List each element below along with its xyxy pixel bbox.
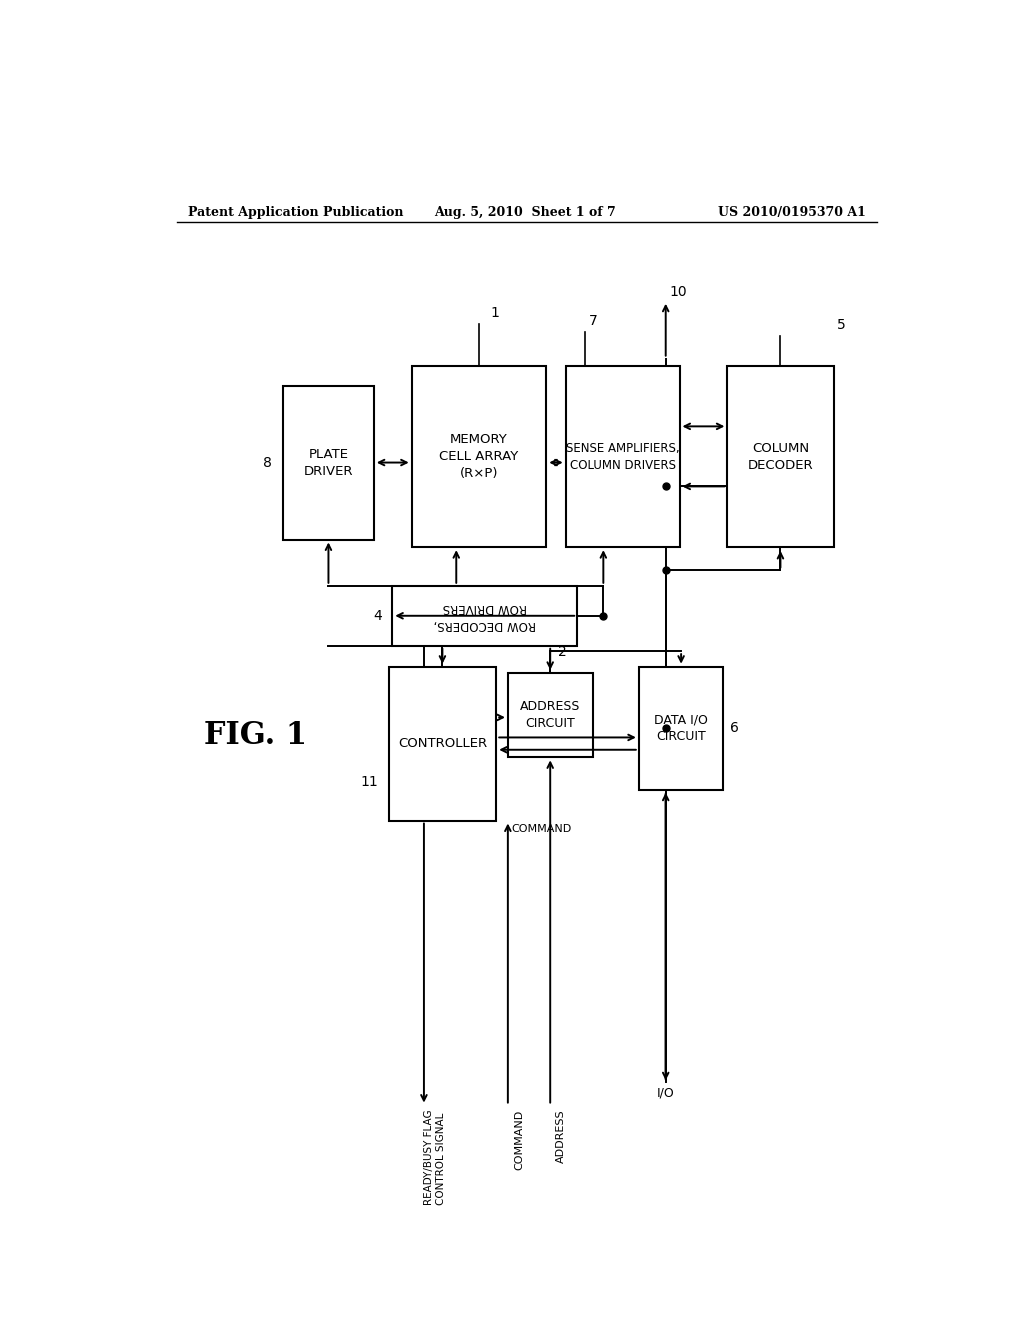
Text: COMMAND: COMMAND (514, 1109, 524, 1170)
Text: 2: 2 (558, 645, 566, 659)
Text: 7: 7 (589, 314, 597, 327)
Bar (639, 667, 724, 789)
Text: 10: 10 (670, 285, 687, 298)
Text: Aug. 5, 2010  Sheet 1 of 7: Aug. 5, 2010 Sheet 1 of 7 (434, 206, 615, 219)
Text: PLATE
DRIVER: PLATE DRIVER (304, 447, 353, 478)
Bar (565, 366, 680, 548)
Text: DATA I/O
CIRCUIT: DATA I/O CIRCUIT (654, 713, 708, 743)
Text: 4: 4 (373, 609, 382, 623)
Text: 11: 11 (360, 775, 378, 789)
Text: COMMAND: COMMAND (512, 825, 572, 834)
Text: I/O: I/O (656, 1086, 675, 1100)
Bar (388, 667, 497, 821)
Text: ROW DECODERS,
ROW DRIVERS: ROW DECODERS, ROW DRIVERS (433, 601, 536, 631)
Text: FIG. 1: FIG. 1 (204, 721, 307, 751)
Bar (727, 366, 834, 548)
Bar (392, 586, 578, 645)
Text: 8: 8 (263, 455, 272, 470)
Text: US 2010/0195370 A1: US 2010/0195370 A1 (718, 206, 866, 219)
Bar (412, 366, 547, 548)
Text: ADDRESS
CIRCUIT: ADDRESS CIRCUIT (520, 700, 581, 730)
Text: Patent Application Publication: Patent Application Publication (188, 206, 403, 219)
Text: 5: 5 (838, 318, 846, 331)
Bar (283, 385, 374, 540)
Text: COLUMN
DECODER: COLUMN DECODER (748, 442, 813, 471)
Text: CONTROLLER: CONTROLLER (398, 737, 487, 750)
Text: SENSE AMPLIFIERS,
COLUMN DRIVERS: SENSE AMPLIFIERS, COLUMN DRIVERS (566, 442, 679, 471)
Text: READY/BUSY FLAG
CONTROL SIGNAL: READY/BUSY FLAG CONTROL SIGNAL (424, 1109, 445, 1205)
Text: 1: 1 (490, 306, 499, 321)
Text: MEMORY
CELL ARRAY
(R×P): MEMORY CELL ARRAY (R×P) (439, 433, 518, 480)
Bar (508, 673, 593, 758)
Text: 6: 6 (730, 721, 738, 735)
Text: ADDRESS: ADDRESS (556, 1109, 566, 1163)
